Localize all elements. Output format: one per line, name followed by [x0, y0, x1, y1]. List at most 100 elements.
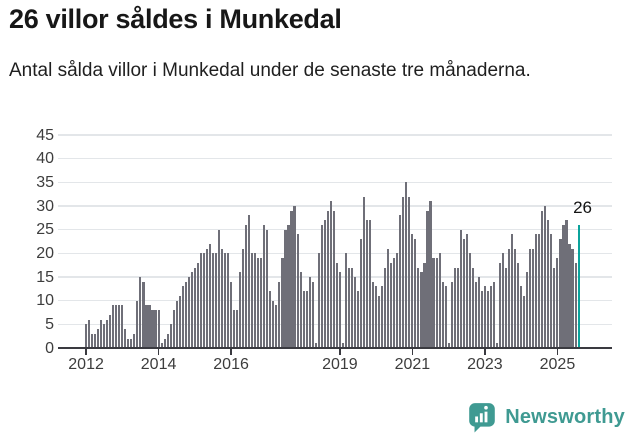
gridline	[58, 134, 612, 136]
bar	[471, 267, 474, 348]
bar	[468, 253, 471, 348]
bar	[408, 196, 411, 348]
bar	[236, 310, 239, 348]
bar	[115, 305, 118, 348]
bar	[317, 253, 320, 348]
bar	[553, 267, 556, 348]
bar	[112, 305, 115, 348]
bar	[369, 220, 372, 348]
bar	[223, 253, 227, 348]
bar	[251, 253, 254, 348]
bar	[323, 220, 326, 348]
bar	[541, 210, 544, 348]
bar	[483, 286, 486, 348]
bar	[91, 333, 94, 348]
bar	[332, 210, 335, 348]
bar	[287, 224, 290, 348]
bar	[103, 324, 106, 348]
bar	[127, 338, 130, 348]
bar	[94, 333, 97, 348]
gridline	[58, 181, 612, 184]
bar	[571, 248, 574, 348]
bar	[260, 258, 263, 348]
bar	[172, 310, 175, 348]
bar	[381, 286, 384, 348]
bar	[320, 224, 323, 348]
x-axis-tick	[85, 349, 87, 355]
y-axis-label: 25	[36, 221, 54, 239]
bar	[538, 234, 541, 348]
bar	[498, 262, 502, 348]
bar	[106, 319, 109, 348]
bar	[175, 300, 178, 348]
bar	[142, 281, 145, 348]
gridline	[58, 228, 612, 231]
bar	[217, 229, 221, 348]
bar	[281, 258, 284, 348]
bar	[233, 310, 236, 348]
bar	[181, 286, 184, 348]
bar	[547, 220, 550, 348]
gridline	[58, 299, 612, 302]
gridline	[58, 252, 612, 255]
bar	[480, 291, 483, 348]
brand-name: Newsworthy	[505, 405, 625, 428]
x-axis-label: 2023	[467, 356, 503, 373]
x-axis-tick	[484, 349, 486, 355]
bar	[169, 324, 172, 348]
bar	[239, 272, 242, 348]
bar	[314, 343, 317, 348]
bar	[278, 281, 281, 348]
y-axis-label: 0	[45, 339, 54, 357]
bar	[393, 258, 396, 348]
bar	[326, 210, 329, 348]
x-axis-label: 2012	[68, 356, 104, 373]
bar	[565, 220, 568, 348]
bar	[151, 310, 154, 348]
chart-subtitle: Antal sålda villor i Munkedal under de s…	[9, 60, 531, 81]
bar	[489, 286, 492, 348]
bar	[432, 258, 435, 348]
bar	[568, 243, 571, 348]
bar	[302, 291, 305, 348]
x-axis-line	[58, 347, 612, 349]
bar	[429, 201, 432, 348]
x-axis-label: 2019	[322, 356, 358, 373]
bar	[130, 338, 133, 348]
bar	[495, 343, 499, 348]
bar	[338, 272, 341, 348]
bar	[211, 253, 214, 348]
bar	[411, 234, 414, 348]
x-axis-tick	[339, 349, 341, 355]
bar	[308, 277, 311, 348]
bar	[574, 262, 577, 348]
bar	[157, 310, 160, 348]
bar	[435, 258, 438, 348]
bar	[118, 305, 121, 348]
bar	[154, 310, 157, 348]
bar	[453, 267, 456, 348]
y-axis-label: 45	[36, 126, 54, 144]
bar	[230, 281, 233, 348]
bar	[447, 343, 450, 348]
y-axis-label: 40	[36, 150, 54, 168]
gridline	[58, 276, 612, 278]
bar	[505, 267, 508, 348]
bar	[202, 253, 205, 348]
bar	[133, 333, 136, 348]
bar	[426, 210, 429, 348]
y-axis-label: 15	[36, 268, 54, 286]
bar	[160, 343, 163, 348]
bar	[347, 267, 350, 348]
x-axis-label: 2014	[140, 356, 177, 373]
bar	[420, 272, 423, 348]
bar	[344, 253, 347, 348]
bar	[556, 258, 559, 348]
bar	[544, 206, 547, 348]
brand-footer[interactable]: Newsworthy	[467, 400, 625, 434]
gridline	[58, 205, 612, 207]
highlighted-bar	[577, 224, 581, 348]
bar	[272, 300, 275, 348]
bar	[178, 295, 181, 348]
bar	[275, 305, 278, 348]
